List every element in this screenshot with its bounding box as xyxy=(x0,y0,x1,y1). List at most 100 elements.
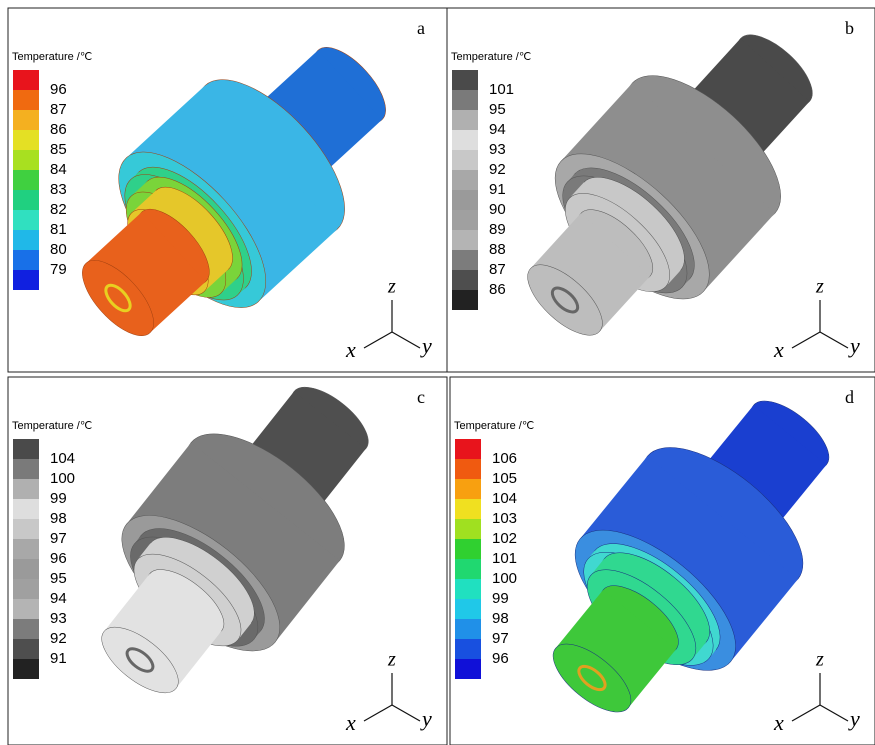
legend-label: 106 xyxy=(492,450,517,467)
legend-swatch xyxy=(13,210,39,230)
legend-swatch xyxy=(452,210,478,230)
legend-swatch xyxy=(452,250,478,270)
legend-label: 94 xyxy=(50,590,67,607)
legend-swatch xyxy=(455,579,481,599)
legend-label: 82 xyxy=(50,201,67,218)
legend-title: Temperature /℃ xyxy=(454,420,534,432)
legend-label: 99 xyxy=(50,490,67,507)
legend-swatch xyxy=(452,190,478,210)
legend-label: 88 xyxy=(489,241,506,258)
legend-swatch xyxy=(13,170,39,190)
legend-swatch xyxy=(13,579,39,599)
legend-label: 90 xyxy=(489,201,506,218)
legend-label: 93 xyxy=(50,610,67,627)
legend-label: 103 xyxy=(492,510,517,527)
legend-label: 92 xyxy=(50,630,67,647)
legend-swatch xyxy=(455,439,481,459)
legend-label: 85 xyxy=(50,141,67,158)
legend-swatch xyxy=(452,130,478,150)
legend-title: Temperature /℃ xyxy=(451,51,531,63)
legend-swatch xyxy=(13,190,39,210)
legend-swatch xyxy=(13,439,39,459)
legend-label: 89 xyxy=(489,221,506,238)
axis-x: x xyxy=(345,710,356,735)
axis-x: x xyxy=(773,710,784,735)
legend-swatch xyxy=(452,150,478,170)
legend-label: 97 xyxy=(492,630,509,647)
legend-label: 91 xyxy=(489,181,506,198)
legend-swatch xyxy=(455,539,481,559)
legend-swatch xyxy=(13,559,39,579)
legend-label: 102 xyxy=(492,530,517,547)
legend-swatch xyxy=(13,70,39,90)
figure: aTemperature /℃96878685848382818079zxybT… xyxy=(0,0,875,745)
legend-label: 93 xyxy=(489,141,506,158)
legend-label: 98 xyxy=(492,610,509,627)
legend-label: 86 xyxy=(489,281,506,298)
legend-label: 87 xyxy=(489,261,506,278)
legend-swatch xyxy=(13,599,39,619)
legend-label: 98 xyxy=(50,510,67,527)
axis-z: z xyxy=(815,276,824,298)
legend-swatch xyxy=(13,90,39,110)
legend-swatch xyxy=(13,250,39,270)
legend-label: 95 xyxy=(489,101,506,118)
legend-label: 104 xyxy=(50,450,75,467)
legend-label: 100 xyxy=(50,470,75,487)
legend-swatch xyxy=(455,559,481,579)
legend-label: 81 xyxy=(50,221,67,238)
panel-label: c xyxy=(417,387,425,407)
legend-title: Temperature /℃ xyxy=(12,420,92,432)
legend-swatch xyxy=(455,599,481,619)
legend-label: 84 xyxy=(50,161,67,178)
legend-swatch xyxy=(452,290,478,310)
legend-swatch xyxy=(13,539,39,559)
legend-label: 99 xyxy=(492,590,509,607)
axis-x: x xyxy=(773,337,784,362)
legend-label: 105 xyxy=(492,470,517,487)
legend-label: 96 xyxy=(50,81,67,98)
legend-swatch xyxy=(13,519,39,539)
legend-swatch xyxy=(13,150,39,170)
legend-swatch xyxy=(455,519,481,539)
legend-label: 96 xyxy=(50,550,67,567)
axis-z: z xyxy=(815,649,824,671)
legend-swatch xyxy=(455,659,481,679)
legend-title: Temperature /℃ xyxy=(12,51,92,63)
legend-label: 101 xyxy=(492,550,517,567)
legend-swatch xyxy=(13,479,39,499)
legend-swatch xyxy=(13,230,39,250)
legend-swatch xyxy=(452,170,478,190)
legend-swatch xyxy=(455,459,481,479)
legend-label: 79 xyxy=(50,261,67,278)
legend-label: 86 xyxy=(50,121,67,138)
legend-swatch xyxy=(455,499,481,519)
legend-swatch xyxy=(13,639,39,659)
legend-label: 104 xyxy=(492,490,517,507)
legend-swatch xyxy=(455,619,481,639)
legend-swatch xyxy=(452,270,478,290)
legend-swatch xyxy=(455,639,481,659)
axis-y: y xyxy=(420,706,432,731)
panel-label: a xyxy=(417,18,425,38)
legend-label: 95 xyxy=(50,570,67,587)
legend-label: 91 xyxy=(50,650,67,667)
legend-swatch xyxy=(13,130,39,150)
legend-label: 92 xyxy=(489,161,506,178)
legend-swatch xyxy=(452,230,478,250)
axis-y: y xyxy=(848,333,860,358)
legend-swatch xyxy=(452,70,478,90)
axis-x: x xyxy=(345,337,356,362)
legend-swatch xyxy=(13,110,39,130)
panel-label: d xyxy=(845,387,854,407)
axis-z: z xyxy=(387,649,396,671)
axis-y: y xyxy=(848,706,860,731)
legend-swatch xyxy=(13,659,39,679)
legend-label: 87 xyxy=(50,101,67,118)
legend-label: 83 xyxy=(50,181,67,198)
legend-swatch xyxy=(13,499,39,519)
